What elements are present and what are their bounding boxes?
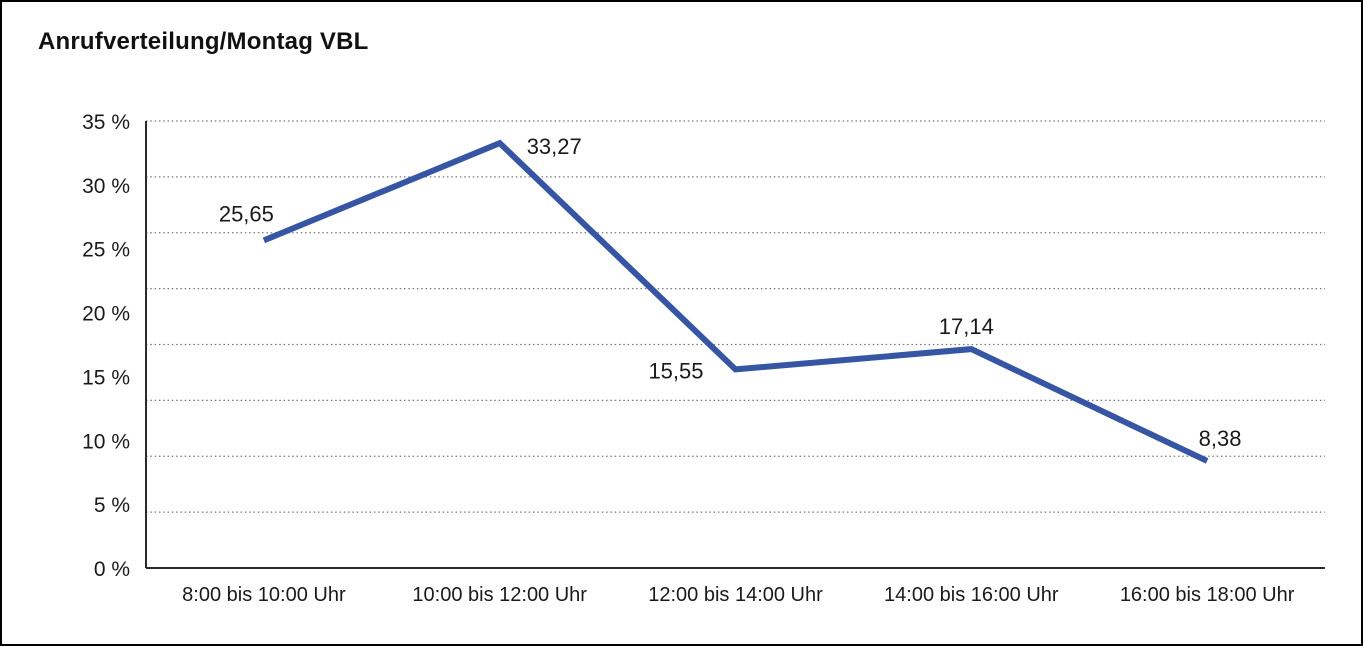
data-point-label: 25,65 [219, 201, 274, 226]
y-tick-label: 30 % [82, 175, 130, 198]
data-point-label: 15,55 [648, 358, 703, 383]
y-tick-label: 35 % [82, 111, 130, 134]
chart-title: Anrufverteilung/Montag VBL [38, 28, 369, 55]
x-category-label: 16:00 bis 18:00 Uhr [1120, 584, 1295, 606]
data-point-label: 33,27 [527, 134, 582, 159]
data-series-line [262, 139, 1209, 464]
data-point-label: 17,14 [939, 314, 994, 339]
data-point-label: 8,38 [1199, 426, 1242, 451]
y-tick-label: 10 % [82, 430, 130, 453]
y-tick-label: 5 % [94, 494, 130, 517]
y-tick-label: 20 % [82, 303, 130, 326]
y-tick-label: 25 % [82, 239, 130, 262]
y-tick-label: 15 % [82, 366, 130, 389]
x-category-label: 10:00 bis 12:00 Uhr [412, 584, 587, 606]
x-category-label: 14:00 bis 16:00 Uhr [884, 584, 1059, 606]
x-category-label: 12:00 bis 14:00 Uhr [648, 584, 823, 606]
x-category-label: 8:00 bis 10:00 Uhr [182, 584, 346, 606]
y-tick-label: 0 % [94, 558, 130, 581]
